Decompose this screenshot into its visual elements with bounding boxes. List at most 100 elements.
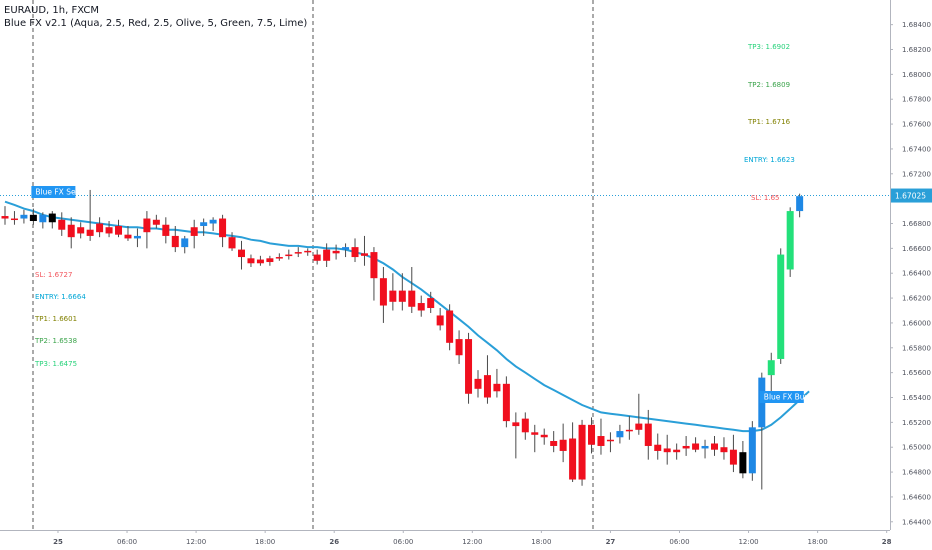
signal-label-bg xyxy=(759,391,804,403)
candle-body xyxy=(86,229,94,236)
time-tick-label: 12:00 xyxy=(738,538,758,546)
candle-body xyxy=(10,218,18,221)
price-tick-label: 1.64600 xyxy=(902,493,931,501)
candle xyxy=(58,212,66,236)
candle xyxy=(408,267,416,313)
price-tick-label: 1.64800 xyxy=(902,469,931,477)
time-tick-label: 12:00 xyxy=(186,538,206,546)
candle-body xyxy=(181,238,189,248)
candle xyxy=(682,436,690,456)
candle xyxy=(625,416,633,440)
symbol-title[interactable]: EURAUD, 1h, FXCM xyxy=(4,5,99,16)
candle-body xyxy=(465,339,473,394)
candle xyxy=(77,222,85,239)
price-tick-label: 1.64400 xyxy=(902,518,931,526)
candle xyxy=(39,212,47,229)
candle-body xyxy=(455,339,463,356)
candle-body xyxy=(162,224,170,236)
candle-body xyxy=(304,250,312,253)
candle-body xyxy=(323,249,331,261)
candle xyxy=(162,217,170,244)
candle-body xyxy=(606,439,614,442)
buy-level-label: TP1: 1.6716 xyxy=(747,118,791,126)
time-tick-label: 28 xyxy=(882,538,892,546)
candle xyxy=(550,431,558,453)
candle-body xyxy=(597,436,605,446)
candle-body xyxy=(512,422,520,427)
time-tick-label: 27 xyxy=(606,538,616,546)
candle-body xyxy=(266,258,274,263)
time-tick-label: 12:00 xyxy=(462,538,482,546)
candle xyxy=(588,417,596,454)
candle-body xyxy=(578,424,586,480)
candle-body xyxy=(152,219,160,225)
candle-body xyxy=(408,290,416,307)
candle xyxy=(209,217,217,231)
candle xyxy=(360,235,368,266)
price-tick-label: 1.66000 xyxy=(902,319,931,327)
price-tick-label: 1.65200 xyxy=(902,419,931,427)
candle xyxy=(739,441,747,479)
candle xyxy=(446,304,454,351)
candle xyxy=(143,211,151,249)
candle-body xyxy=(67,224,75,238)
candle-body xyxy=(398,290,406,302)
candle xyxy=(86,189,94,241)
candle xyxy=(67,217,75,249)
candle-body xyxy=(294,252,302,254)
candle xyxy=(370,247,378,301)
price-tick-label: 1.67200 xyxy=(902,170,931,178)
candle-body xyxy=(521,418,529,433)
candle-body xyxy=(275,257,283,259)
candle xyxy=(777,248,785,364)
candle xyxy=(711,436,718,456)
time-tick-label: 06:00 xyxy=(117,538,137,546)
price-axis[interactable]: 1.68400 1.68200 1.68000 1.67800 1.67600 1.674… xyxy=(0,0,932,531)
candle xyxy=(531,424,539,453)
candle xyxy=(796,193,804,218)
candle-body xyxy=(550,441,558,446)
candle xyxy=(483,355,491,404)
price-tick-label: 1.66600 xyxy=(902,245,931,253)
time-tick-label: 18:00 xyxy=(531,538,551,546)
candle-body xyxy=(190,227,198,236)
candle-body xyxy=(115,225,123,235)
price-tick-label: 1.66800 xyxy=(902,220,931,228)
candle-body xyxy=(777,254,785,359)
candle-body xyxy=(379,278,387,306)
candle xyxy=(673,443,681,460)
candle-body xyxy=(616,431,624,438)
candle-body xyxy=(370,252,378,279)
candle-body xyxy=(559,439,567,451)
candle xyxy=(10,211,18,225)
candle-body xyxy=(692,443,700,450)
candle-body xyxy=(436,315,444,326)
candle-body xyxy=(531,432,539,435)
candle-body xyxy=(1,216,9,219)
candle xyxy=(304,248,312,256)
buy-level-label: TP3: 1.6902 xyxy=(747,43,790,51)
candle-body xyxy=(351,247,359,258)
current-price-value: 1.67025 xyxy=(895,192,926,201)
candle xyxy=(238,240,245,270)
candle xyxy=(427,291,435,313)
indicator-title[interactable]: Blue FX v2.1 (Aqua, 2.5, Red, 2.5, Olive… xyxy=(4,18,308,29)
candle xyxy=(323,243,331,267)
candle xyxy=(493,368,501,398)
candle xyxy=(266,255,274,266)
candle-body xyxy=(77,227,85,234)
candle-body xyxy=(796,196,804,212)
candle xyxy=(152,214,160,229)
candle-body xyxy=(238,249,245,258)
candle xyxy=(48,211,56,229)
time-axis[interactable]: 25 06:00 12:00 18:00 26 06:00 12:00 18:00 27 06:0… xyxy=(53,530,892,546)
moving-average-line xyxy=(4,200,810,433)
level-annotations: SL: 1.6727 ENTRY: 1.6664 TP1: 1.6601 TP2: 1… xyxy=(34,43,795,368)
candle-body xyxy=(313,254,321,261)
candle-body xyxy=(711,443,718,450)
candle xyxy=(559,423,567,463)
candle-body xyxy=(209,219,217,224)
candle-body xyxy=(748,427,756,474)
candle xyxy=(228,232,236,251)
